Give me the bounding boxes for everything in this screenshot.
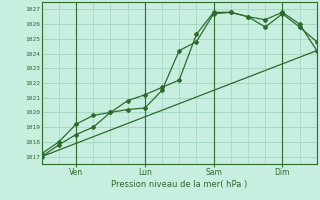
X-axis label: Pression niveau de la mer( hPa ): Pression niveau de la mer( hPa )	[111, 180, 247, 189]
